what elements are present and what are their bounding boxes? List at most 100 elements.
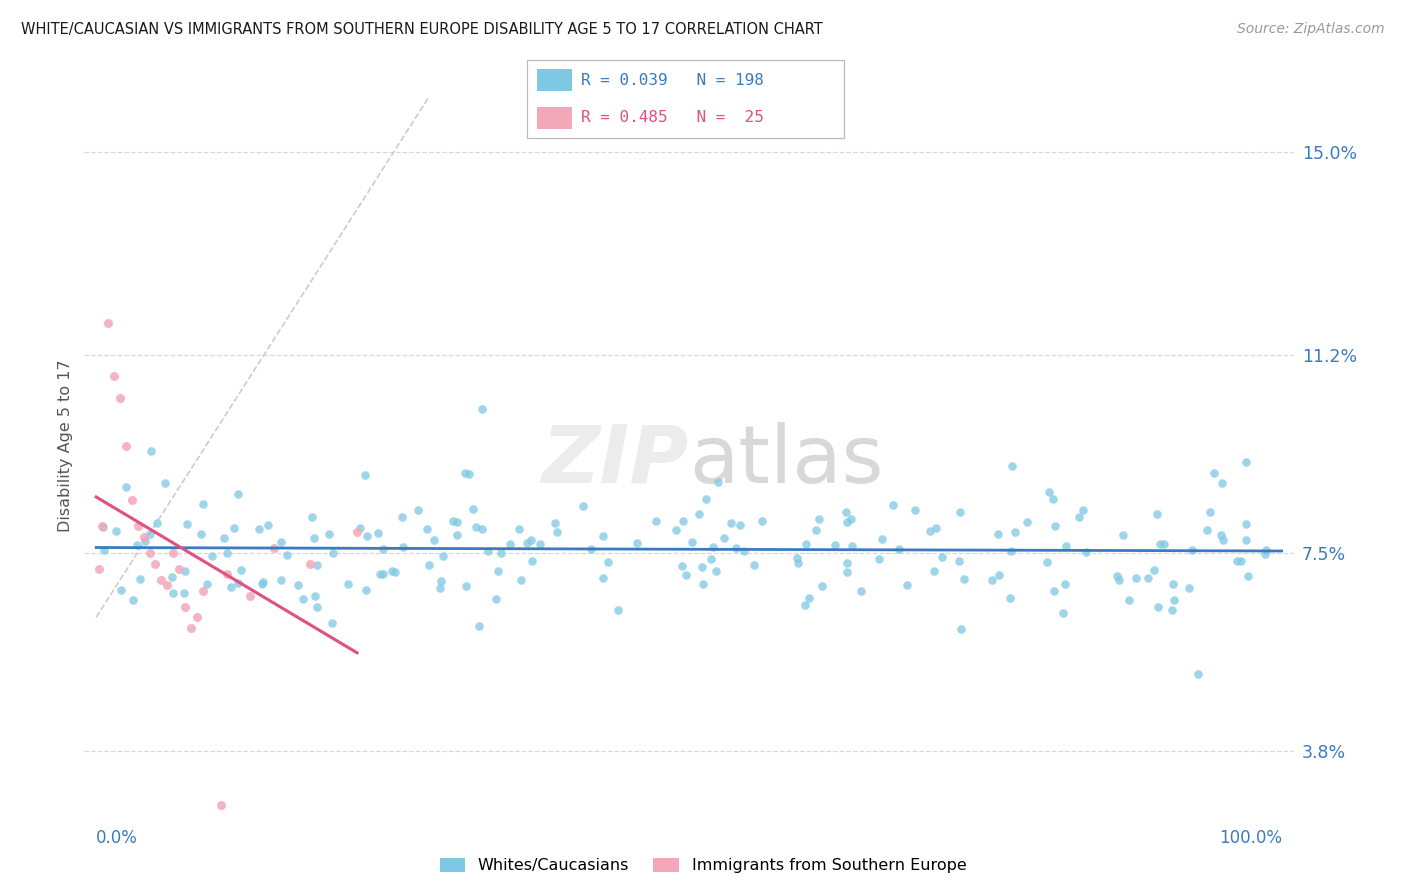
Point (1234, 455, 1257, 469)
Point (931, 550, 953, 565)
Point (1108, 574, 1130, 588)
Point (1043, 519, 1066, 533)
Point (454, 579, 477, 593)
Point (134, 533, 156, 548)
Point (415, 523, 437, 537)
Point (115, 480, 138, 494)
Point (446, 528, 468, 542)
Point (839, 511, 862, 525)
Point (229, 563, 252, 577)
Point (665, 523, 688, 537)
Point (471, 522, 494, 536)
Point (91, 519, 114, 533)
Point (173, 564, 195, 578)
Point (430, 574, 453, 589)
Point (1105, 568, 1128, 582)
Point (457, 467, 479, 481)
Point (373, 541, 395, 556)
Point (270, 535, 292, 549)
Point (115, 439, 138, 453)
Point (1015, 515, 1038, 529)
Point (432, 549, 454, 563)
Point (371, 567, 394, 582)
Point (1112, 528, 1135, 542)
Point (226, 575, 249, 590)
Point (195, 577, 218, 591)
Point (824, 538, 846, 552)
Point (579, 541, 602, 556)
Point (1052, 607, 1074, 621)
Point (1143, 562, 1166, 576)
Point (139, 526, 162, 541)
Point (391, 509, 413, 524)
Point (918, 524, 941, 538)
Point (1038, 484, 1060, 499)
Point (1237, 569, 1260, 583)
Point (489, 547, 512, 561)
Point (356, 529, 378, 543)
Point (287, 578, 309, 592)
Point (304, 589, 326, 603)
Point (794, 598, 817, 612)
Point (263, 541, 285, 555)
Point (93, 543, 115, 558)
Point (1000, 543, 1022, 558)
Point (87, 562, 110, 576)
Point (1234, 533, 1257, 547)
Point (522, 554, 544, 568)
Point (239, 589, 262, 603)
Point (733, 544, 755, 558)
Point (191, 583, 214, 598)
Text: 100.0%: 100.0% (1219, 829, 1282, 847)
Point (1234, 516, 1257, 531)
Point (321, 615, 343, 630)
Point (868, 551, 890, 566)
Point (150, 573, 173, 587)
Point (160, 570, 183, 584)
Point (1153, 537, 1175, 551)
Point (786, 550, 808, 565)
Point (215, 546, 238, 560)
Point (626, 535, 648, 549)
Point (270, 573, 292, 587)
Point (998, 591, 1021, 605)
Point (353, 467, 375, 482)
Point (298, 557, 321, 571)
Point (889, 542, 911, 557)
Point (384, 565, 406, 579)
Point (162, 546, 184, 560)
Text: ZIP: ZIP (541, 422, 689, 500)
Point (97, 316, 120, 330)
Point (121, 492, 143, 507)
Point (1136, 571, 1159, 585)
Point (849, 583, 872, 598)
Point (356, 582, 378, 597)
Point (1253, 547, 1275, 561)
Point (807, 512, 830, 526)
Point (1211, 476, 1233, 491)
Point (212, 531, 235, 545)
Point (645, 514, 668, 528)
Point (132, 530, 155, 544)
Point (1202, 466, 1225, 480)
Point (318, 526, 340, 541)
Point (841, 539, 863, 553)
Point (1042, 491, 1064, 506)
Point (406, 503, 429, 517)
Point (146, 516, 169, 530)
Point (672, 514, 695, 528)
Point (835, 556, 858, 570)
Point (108, 391, 131, 405)
Point (1161, 577, 1184, 591)
Point (510, 573, 533, 587)
Point (1043, 584, 1066, 599)
Point (607, 603, 630, 617)
Point (429, 581, 451, 595)
Point (471, 401, 494, 416)
Point (787, 556, 810, 570)
Point (1054, 539, 1077, 553)
Point (367, 525, 389, 540)
Point (544, 516, 567, 531)
Point (190, 526, 212, 541)
Point (91, 520, 114, 534)
